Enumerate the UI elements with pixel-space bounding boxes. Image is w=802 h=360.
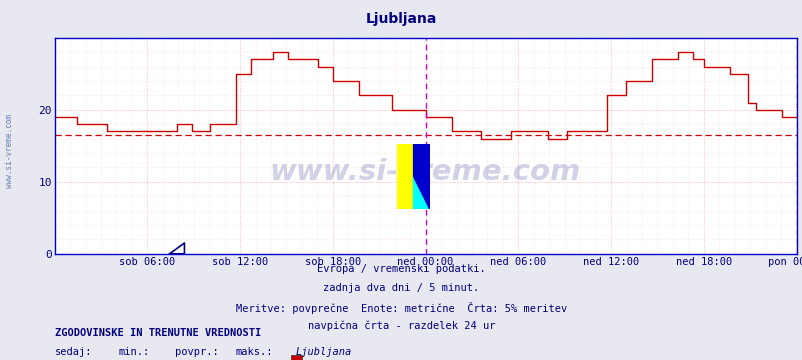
Text: sedaj:: sedaj: <box>55 347 92 357</box>
Text: ZGODOVINSKE IN TRENUTNE VREDNOSTI: ZGODOVINSKE IN TRENUTNE VREDNOSTI <box>55 328 261 338</box>
Text: www.si-vreme.com: www.si-vreme.com <box>269 158 581 186</box>
Text: zadnja dva dni / 5 minut.: zadnja dva dni / 5 minut. <box>323 283 479 293</box>
Text: min.:: min.: <box>119 347 150 357</box>
Text: Ljubljana: Ljubljana <box>366 12 436 26</box>
Text: povpr.:: povpr.: <box>175 347 218 357</box>
Text: Evropa / vremenski podatki.: Evropa / vremenski podatki. <box>317 264 485 274</box>
Text: www.si-vreme.com: www.si-vreme.com <box>5 114 14 188</box>
Polygon shape <box>397 144 413 209</box>
Polygon shape <box>413 144 429 209</box>
Text: navpična črta - razdelek 24 ur: navpična črta - razdelek 24 ur <box>307 321 495 331</box>
Text: Ljubljana: Ljubljana <box>295 347 351 357</box>
Text: Meritve: povprečne  Enote: metrične  Črta: 5% meritev: Meritve: povprečne Enote: metrične Črta:… <box>236 302 566 314</box>
Text: maks.:: maks.: <box>235 347 273 357</box>
Polygon shape <box>413 176 429 209</box>
